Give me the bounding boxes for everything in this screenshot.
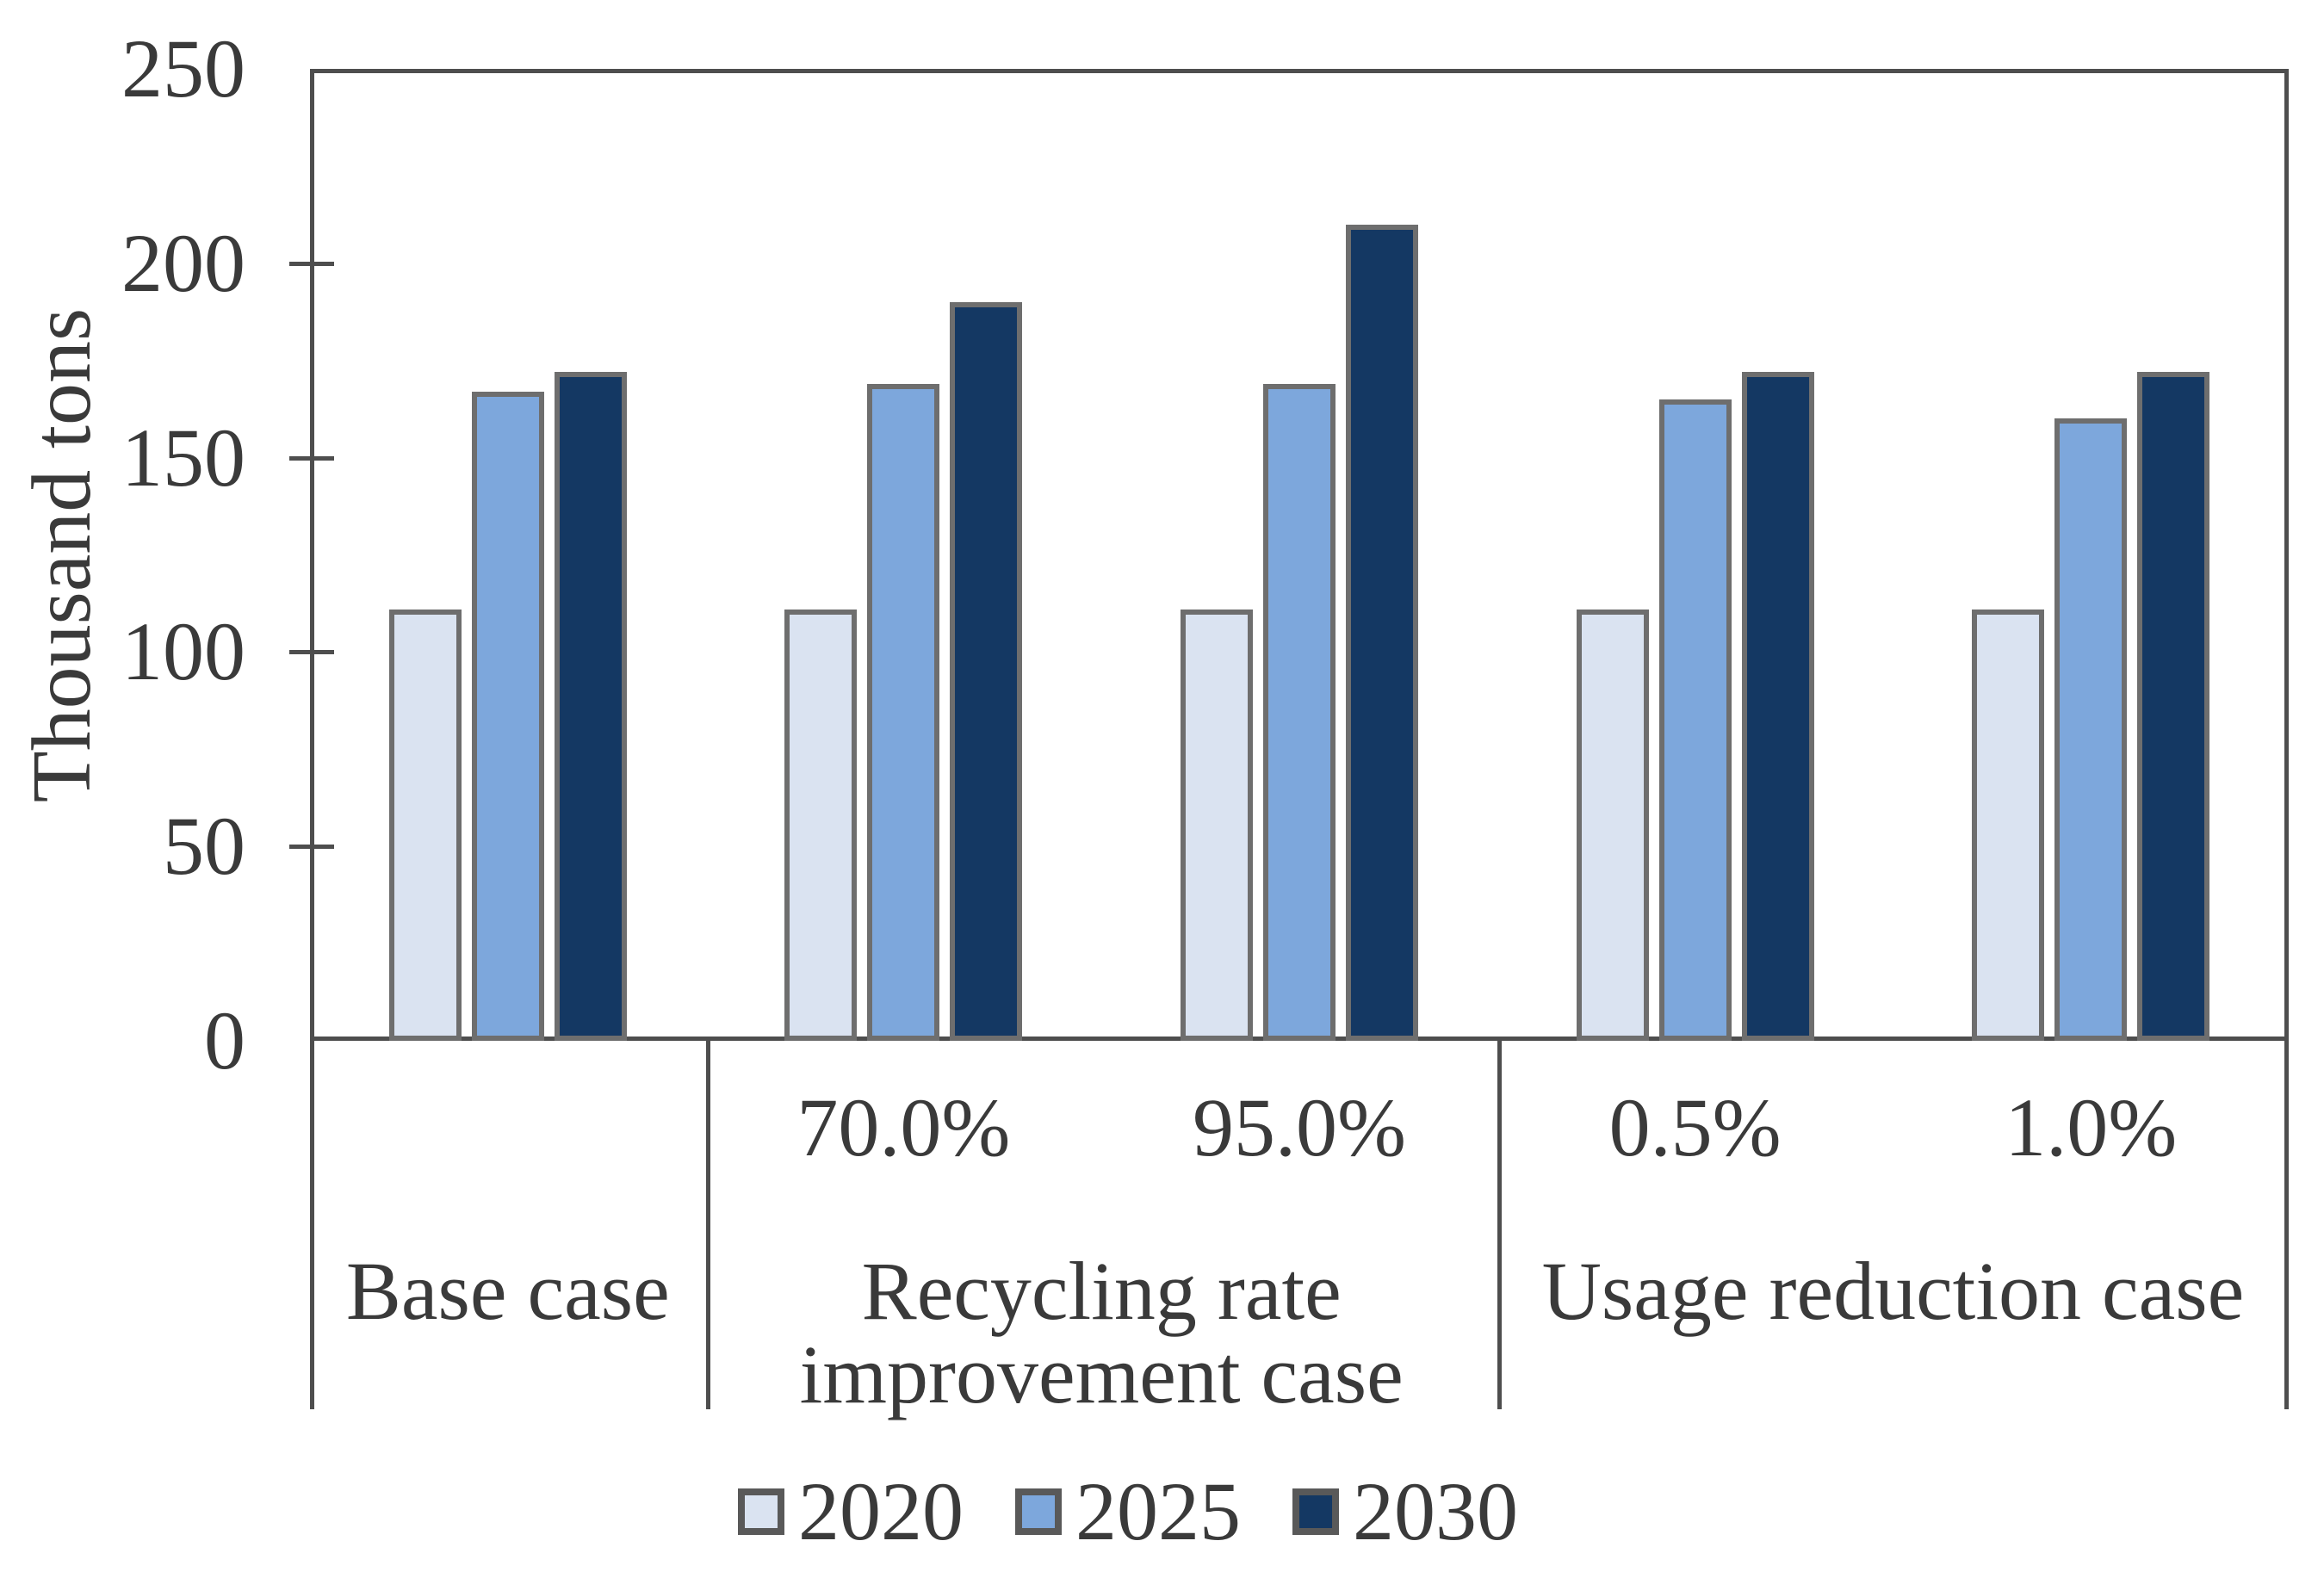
section-label-2-line1: Usage reduction case (1541, 1245, 2245, 1337)
sub-label-05: 0.5% (1608, 1081, 1782, 1173)
legend-item-2020: 2020 (738, 1470, 964, 1553)
legend: 2020 2025 2030 (738, 1470, 1518, 1553)
bar-2030-slot4 (1741, 372, 1814, 1041)
bar-2030-slot1 (554, 372, 627, 1041)
bar-2020-slot2 (784, 609, 858, 1041)
y-tick-label-200: 200 (121, 216, 245, 309)
bar-2020-slot1 (388, 609, 462, 1041)
bar-2020-slot3 (1181, 609, 1253, 1041)
table-divider-0 (310, 1041, 314, 1409)
legend-item-2025: 2025 (1015, 1470, 1241, 1553)
legend-label-2030: 2030 (1353, 1465, 1518, 1557)
bar-2030-slot5 (2137, 372, 2210, 1041)
y-tick-mark-100 (289, 650, 334, 655)
legend-item-2030: 2030 (1292, 1470, 1518, 1553)
bar-2020-slot5 (1972, 609, 2045, 1041)
legend-swatch-2020 (738, 1488, 784, 1535)
table-divider-2 (1497, 1041, 1502, 1409)
bar-2030-slot3 (1346, 224, 1418, 1041)
bar-2025-slot3 (1263, 383, 1336, 1041)
y-tick-mark-200 (289, 261, 334, 266)
table-divider-3 (2284, 1041, 2289, 1409)
bar-2030-slot2 (950, 301, 1023, 1041)
legend-label-2020: 2020 (798, 1465, 964, 1557)
bar-2025-slot4 (1658, 399, 1732, 1041)
y-tick-label-0: 0 (204, 994, 245, 1086)
sub-label-700: 70.0% (796, 1081, 1011, 1173)
legend-swatch-2030 (1292, 1488, 1339, 1535)
y-tick-label-150: 150 (121, 411, 245, 504)
bar-2020-slot4 (1576, 609, 1649, 1041)
section-label-0-line1: Base case (345, 1245, 670, 1337)
y-tick-label-100: 100 (121, 605, 245, 698)
y-tick-mark-150 (289, 455, 334, 461)
table-divider-1 (705, 1041, 710, 1409)
bar-2025-slot2 (867, 383, 940, 1041)
y-tick-label-50: 50 (163, 800, 245, 893)
bar-2025-slot5 (2054, 418, 2128, 1041)
section-label-1-line1: Recycling rate (861, 1245, 1342, 1337)
bar-2025-slot1 (471, 391, 544, 1041)
sub-label-10: 1.0% (2005, 1081, 2178, 1173)
y-tick-label-250: 250 (121, 22, 245, 114)
legend-swatch-2025 (1015, 1488, 1062, 1535)
section-label-1-line2: improvement case (799, 1328, 1404, 1420)
y-tick-mark-50 (289, 845, 334, 850)
sub-label-950: 95.0% (1193, 1081, 1406, 1173)
legend-label-2025: 2025 (1075, 1465, 1241, 1557)
y-axis-title: Thousand tons (15, 307, 108, 803)
